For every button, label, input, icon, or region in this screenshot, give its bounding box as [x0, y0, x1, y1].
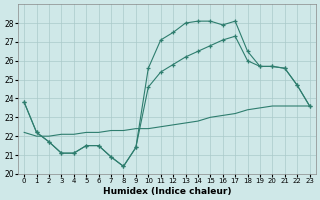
X-axis label: Humidex (Indice chaleur): Humidex (Indice chaleur) — [103, 187, 231, 196]
